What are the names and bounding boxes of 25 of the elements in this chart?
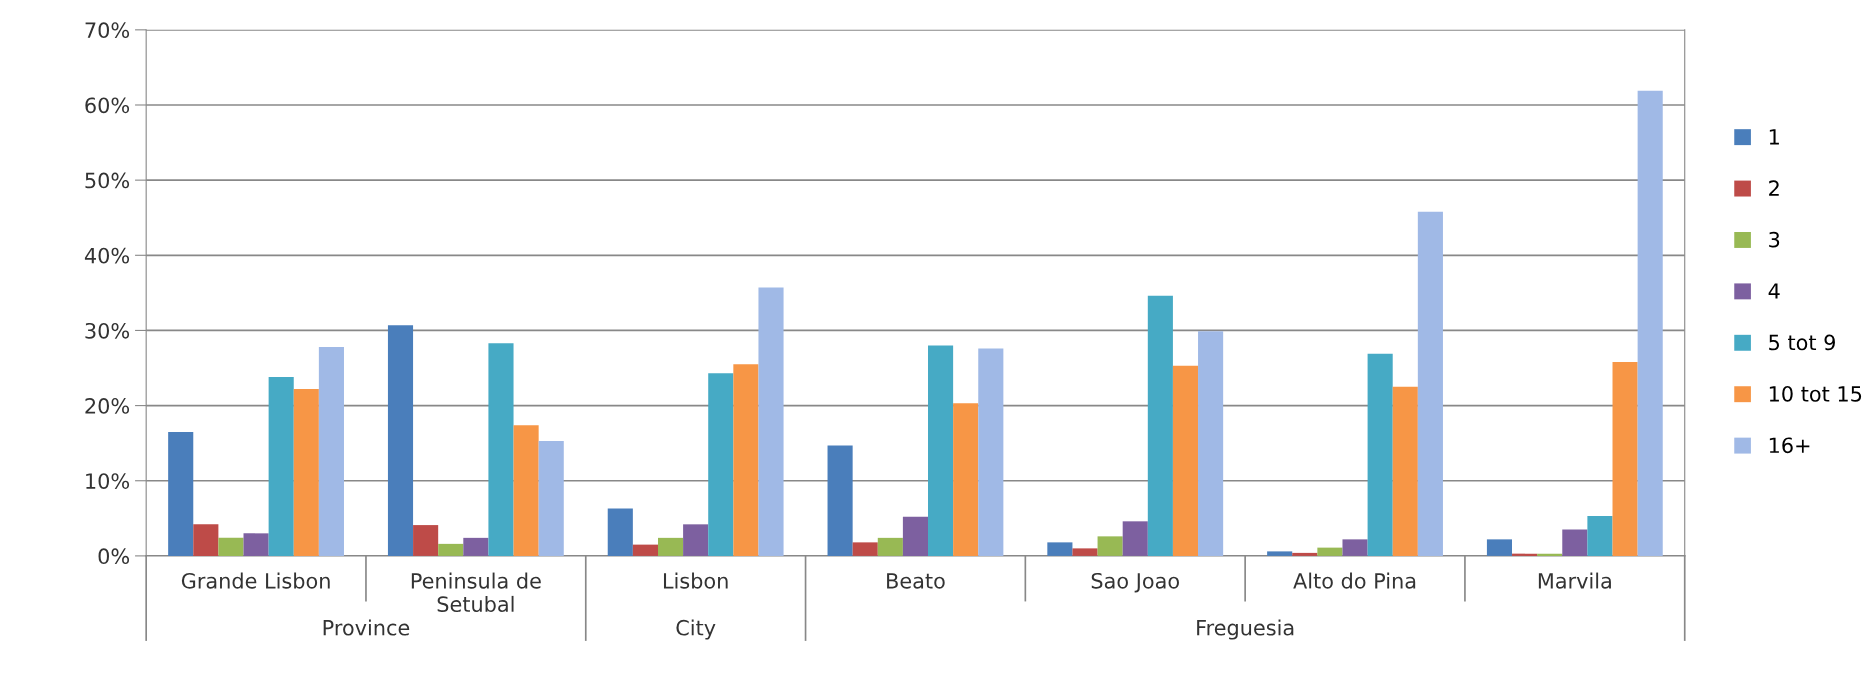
- x-tick-label: Grande Lisbon: [181, 572, 330, 589]
- x-tick-label: Marvila: [1538, 572, 1611, 589]
- text: Province: [323, 619, 410, 636]
- x-tick-label: Alto do Pina: [1293, 572, 1416, 589]
- x-tick-label: Lisbon: [663, 572, 728, 589]
- x-tick-label: Beato: [887, 573, 945, 589]
- text: City: [676, 619, 716, 640]
- y-tick-label: 50%: [85, 172, 130, 189]
- legend-label: 4: [1768, 283, 1780, 299]
- y-tick-label: 60%: [85, 97, 130, 114]
- legend-label: 10 tot 15: [1769, 385, 1862, 402]
- x-tick-label: Sao Joao: [1091, 572, 1179, 593]
- y-tick-label: 70%: [85, 22, 130, 39]
- y-tick-label: 10%: [86, 473, 130, 489]
- y-tick-label: 30%: [85, 322, 130, 339]
- legend-label: 1: [1769, 129, 1779, 145]
- text: Freguesia: [1197, 619, 1294, 640]
- legend-label: 16+: [1769, 437, 1810, 454]
- legend-label: 5 tot 9: [1769, 334, 1835, 351]
- x-tick-label: Peninsula de Setubal: [411, 572, 541, 613]
- legend-label: 3: [1769, 231, 1780, 248]
- y-tick-label: 40%: [84, 247, 130, 264]
- y-tick-label: 20%: [85, 398, 130, 414]
- legend-label: 2: [1769, 180, 1779, 196]
- y-tick-label: 0%: [98, 548, 130, 565]
